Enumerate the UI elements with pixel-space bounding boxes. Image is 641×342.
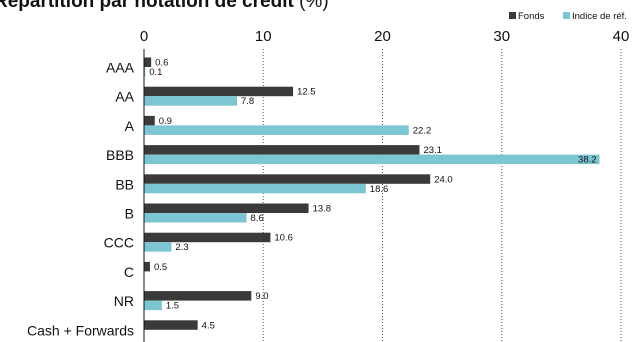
chart-legend: Fonds Indice de réf. bbox=[509, 11, 627, 22]
x-tick-label-0: 0 bbox=[140, 28, 148, 45]
data-label-fonds-bbb: 23.1 bbox=[423, 145, 442, 156]
bar-indice-de-r-f-a bbox=[144, 125, 409, 135]
bar-indice-de-r-f-bbb bbox=[144, 154, 600, 165]
legend-label-indice-de-r-f: Indice de réf. bbox=[572, 11, 627, 22]
chart-title-text: Répartition par notation de crédit bbox=[0, 0, 294, 12]
chart-title-unit: (%) bbox=[299, 0, 329, 12]
data-label-fonds-aaa: 0.6 bbox=[155, 58, 168, 69]
data-label-fonds-aa: 12.5 bbox=[297, 87, 316, 98]
data-label-indice-de-r-f-aaa: 0.1 bbox=[149, 67, 162, 78]
bar-fonds-ccc bbox=[144, 232, 271, 243]
data-label-indice-de-r-f-nr: 1.5 bbox=[166, 301, 179, 312]
chart-title: Répartition par notation de crédit (%) bbox=[0, 0, 329, 13]
bar-indice-de-r-f-b bbox=[144, 213, 247, 223]
legend-label-fonds: Fonds bbox=[518, 11, 545, 22]
bar-fonds-b bbox=[144, 203, 309, 213]
bar-indice-de-r-f-nr bbox=[144, 300, 162, 311]
x-tick-label-30: 30 bbox=[493, 28, 510, 45]
bar-fonds-aa bbox=[144, 86, 294, 97]
data-label-fonds-a: 0.9 bbox=[159, 116, 172, 127]
data-label-indice-de-r-f-bbb: 38.2 bbox=[578, 155, 597, 166]
legend-swatch-fonds bbox=[509, 12, 516, 19]
data-label-indice-de-r-f-b: 8.6 bbox=[251, 213, 264, 224]
bar-fonds-cash-forwards bbox=[144, 320, 198, 330]
bar-fonds-c bbox=[144, 261, 150, 272]
bar-fonds-bbb bbox=[144, 145, 420, 155]
data-label-indice-de-r-f-aa: 7.8 bbox=[241, 96, 254, 107]
bar-fonds-bb bbox=[144, 174, 431, 184]
data-label-indice-de-r-f-bb: 18.6 bbox=[370, 184, 389, 195]
data-label-fonds-nr: 9.0 bbox=[255, 291, 268, 302]
category-label-b: B bbox=[125, 206, 134, 222]
category-label-bbb: BBB bbox=[106, 147, 134, 163]
bar-indice-de-r-f-bb bbox=[144, 183, 366, 194]
data-label-fonds-bb: 24.0 bbox=[434, 174, 453, 185]
category-label-cash-forwards: Cash + Forwards bbox=[27, 322, 134, 338]
category-label-bb: BB bbox=[115, 176, 134, 192]
category-label-a: A bbox=[125, 118, 135, 134]
x-axis-ticks: 0 10 20 30 40 bbox=[140, 28, 630, 45]
category-label-nr: NR bbox=[114, 293, 134, 309]
category-label-aaa: AAA bbox=[106, 60, 135, 76]
bar-fonds-nr bbox=[144, 291, 252, 301]
category-label-c: C bbox=[124, 264, 134, 280]
bar-indice-de-r-f-ccc bbox=[144, 242, 172, 252]
category-label-ccc: CCC bbox=[104, 235, 134, 251]
x-tick-label-20: 20 bbox=[374, 28, 391, 45]
bar-fonds-aaa bbox=[144, 57, 152, 67]
bar-indice-de-r-f-aa bbox=[144, 96, 238, 106]
data-label-fonds-c: 0.5 bbox=[154, 262, 167, 273]
legend-swatch-indice-de-r-f bbox=[563, 12, 570, 19]
category-label-aa: AA bbox=[115, 89, 134, 105]
data-label-fonds-ccc: 10.6 bbox=[274, 233, 293, 244]
chart-bars: 0.60.1 12.5 7.8 0.9 22.2 23.1 38.2 24.0 18.6 13.8… bbox=[144, 57, 600, 331]
x-tick-label-40: 40 bbox=[613, 28, 630, 45]
x-tick-label-10: 10 bbox=[255, 28, 272, 45]
chart-gridlines bbox=[262, 49, 622, 342]
data-label-fonds-b: 13.8 bbox=[313, 204, 332, 215]
data-label-indice-de-r-f-ccc: 2.3 bbox=[175, 242, 188, 253]
data-label-indice-de-r-f-a: 22.2 bbox=[413, 125, 432, 136]
bar-indice-de-r-f-aaa bbox=[144, 67, 146, 77]
data-label-fonds-cash-forwards: 4.5 bbox=[202, 320, 215, 331]
bar-fonds-a bbox=[144, 115, 155, 126]
